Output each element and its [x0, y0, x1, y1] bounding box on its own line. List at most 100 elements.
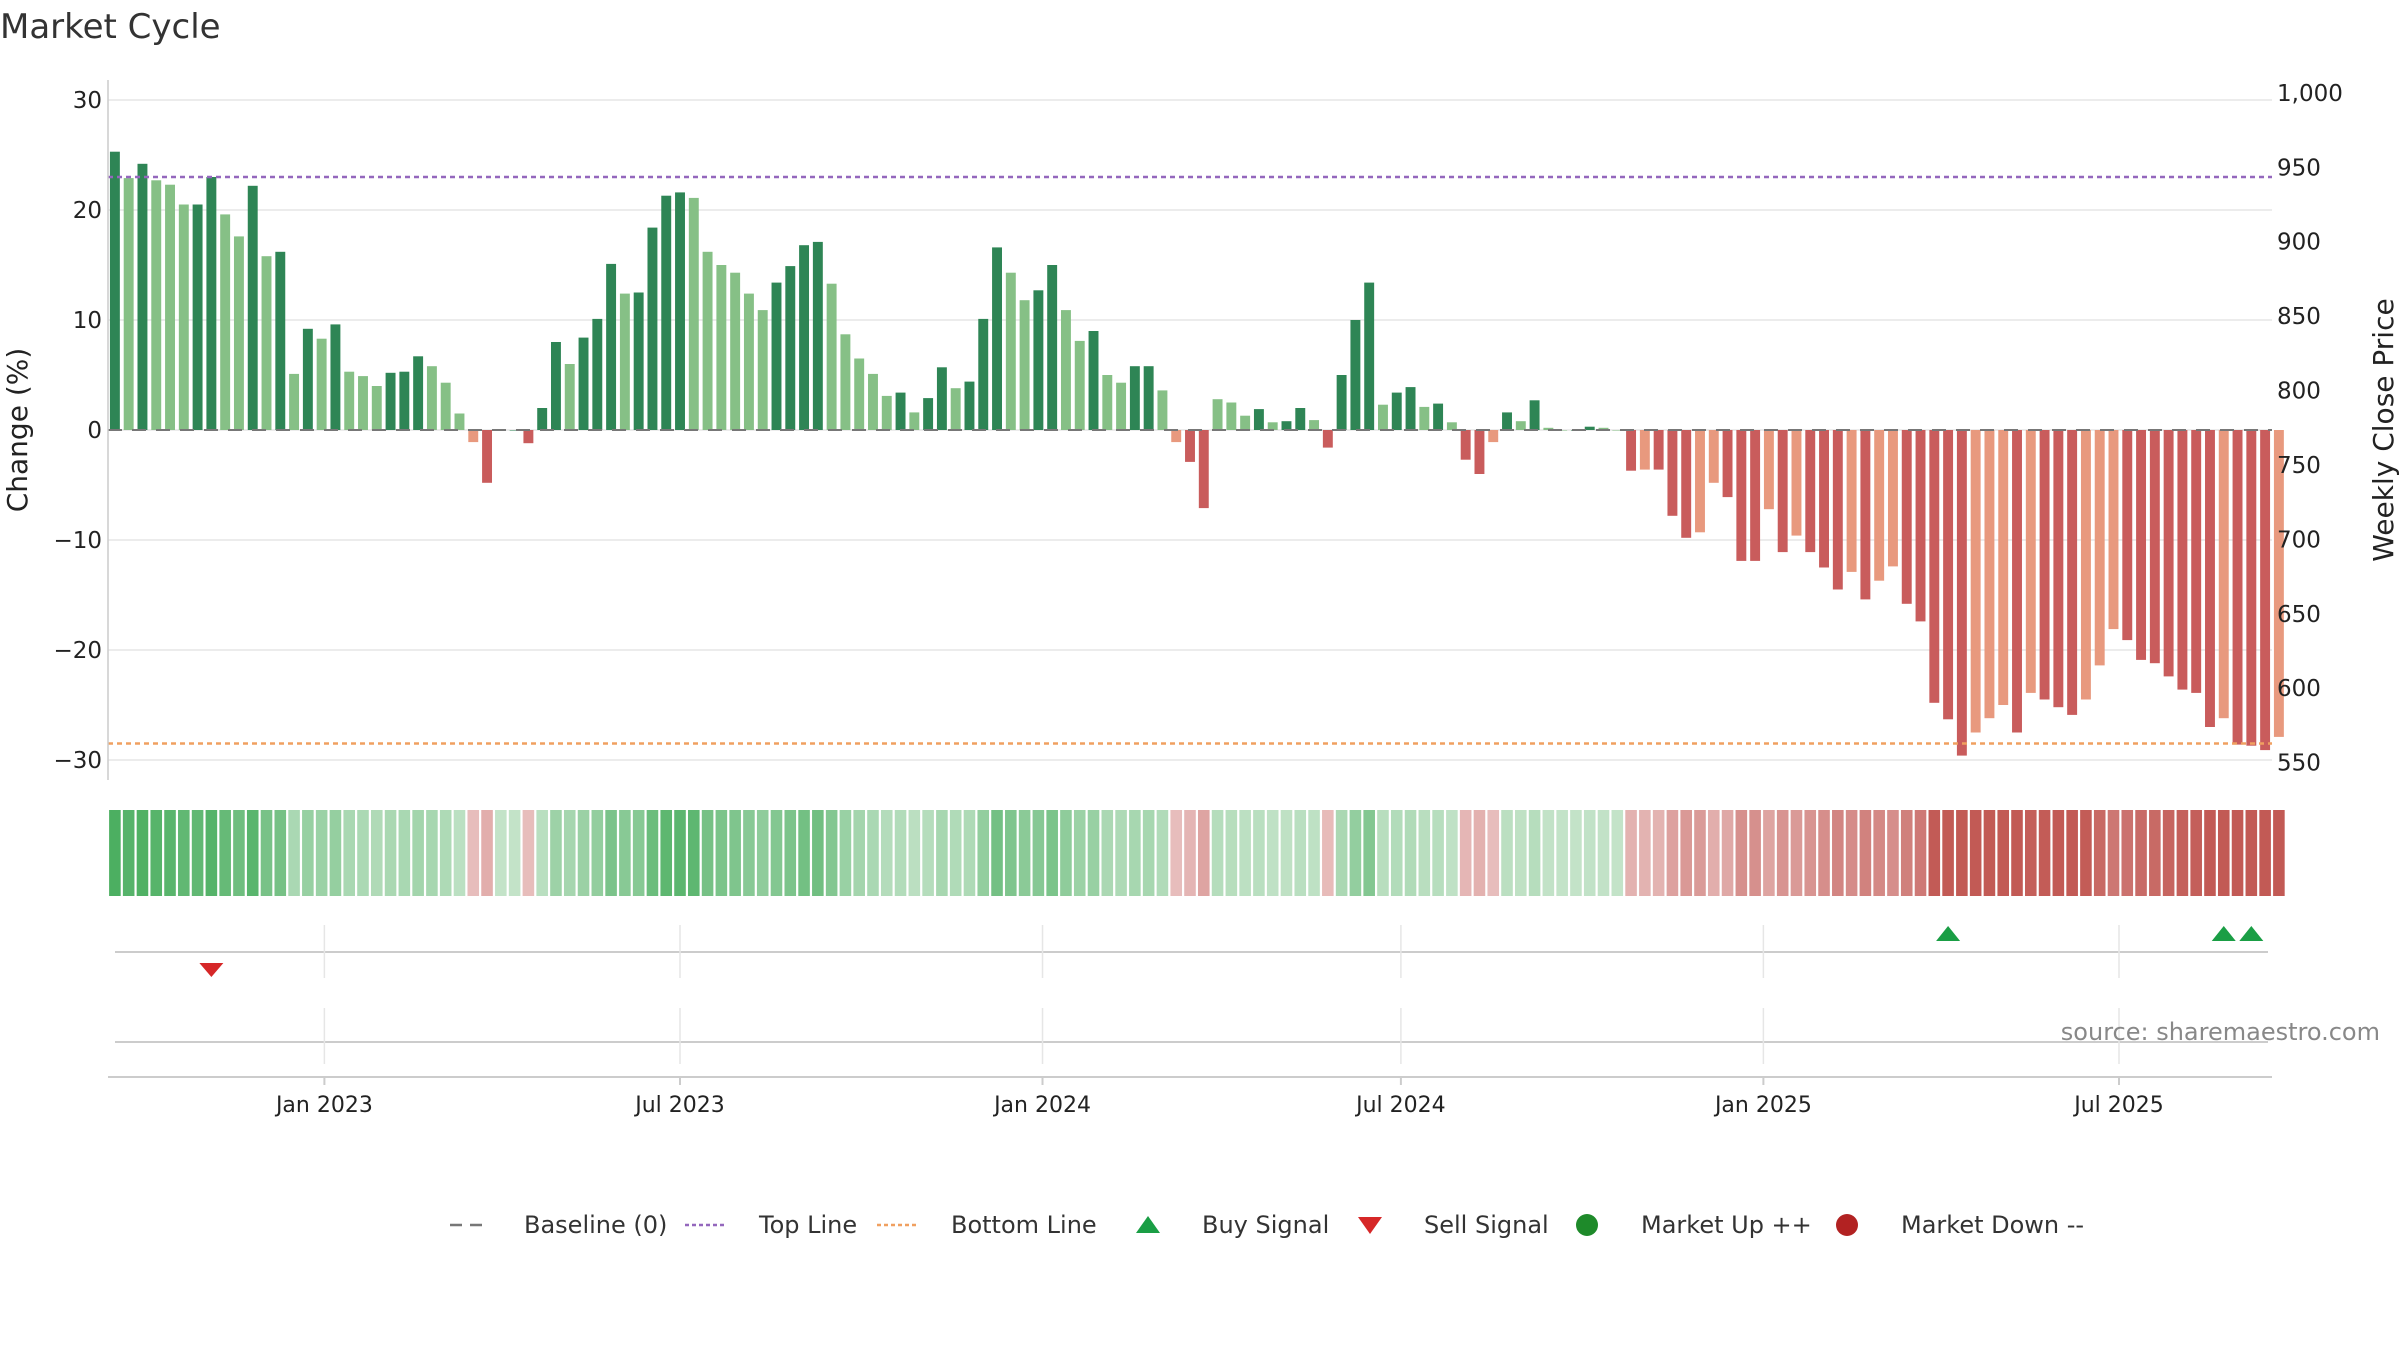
heat-cell — [122, 810, 135, 896]
bar-week — [1185, 430, 1195, 462]
bar-week — [1019, 300, 1030, 430]
bar-week — [675, 192, 685, 430]
y-right-tick-label: 700 — [2277, 527, 2321, 553]
bar-week — [1515, 421, 1526, 430]
legend-item: Baseline (0) — [450, 1211, 667, 1239]
heat-cell — [1018, 810, 1031, 896]
bar-week — [1419, 406, 1430, 430]
y-right-tick-label: 950 — [2277, 155, 2321, 181]
bar-week — [854, 358, 865, 430]
bar-week — [1956, 430, 1967, 756]
legend-item: Market Up ++ — [1576, 1211, 1812, 1239]
heat-cell — [370, 810, 383, 896]
bar-week — [1309, 420, 1320, 430]
heat-cell — [302, 810, 314, 896]
heat-cell — [1528, 810, 1541, 896]
heat-cell — [1501, 810, 1513, 896]
heat-cell — [729, 810, 741, 896]
bar-week — [2205, 430, 2215, 727]
heat-cell — [1749, 810, 1761, 896]
bar-week — [1750, 430, 1761, 561]
bar-week — [1763, 430, 1774, 510]
heat-cell — [1225, 810, 1238, 896]
bar-week — [2012, 430, 2022, 733]
heat-cell — [1211, 810, 1224, 896]
heat-cell — [2121, 810, 2134, 896]
bar-week — [1240, 415, 1251, 430]
heat-cell — [688, 810, 700, 896]
heat-cell — [1983, 810, 1996, 896]
y-left-tick-label: 30 — [73, 88, 102, 114]
bar-week — [1350, 320, 1361, 430]
heat-cell — [1818, 810, 1830, 896]
heat-cell — [784, 810, 797, 896]
x-tick-label: Jan 2025 — [1713, 1093, 1812, 1118]
heat-cell — [426, 810, 438, 896]
heat-cell — [1487, 810, 1500, 896]
bar-week — [868, 373, 878, 430]
heat-cell — [2052, 810, 2065, 896]
heat-cell — [1418, 810, 1431, 896]
heat-cell — [164, 810, 176, 896]
heat-cell — [770, 810, 783, 896]
reference-lines — [108, 175, 2272, 745]
heat-cell — [522, 810, 535, 896]
bar-week — [2177, 430, 2188, 690]
y-right-tick-label: 1,000 — [2277, 81, 2343, 107]
bar-week — [1653, 430, 1664, 470]
bar-week — [950, 388, 961, 430]
heat-cell — [825, 810, 838, 896]
heat-cell — [1170, 810, 1183, 896]
y-right-tick-label: 650 — [2277, 602, 2321, 628]
heat-cell — [1115, 810, 1127, 896]
heat-cell — [1763, 810, 1775, 896]
bar-week — [509, 430, 520, 431]
heat-cell — [481, 810, 493, 896]
bar-week — [1047, 265, 1058, 430]
bar-week — [1171, 430, 1182, 443]
bar-week — [468, 430, 479, 443]
bar-week — [123, 178, 134, 430]
heat-cell — [1060, 810, 1072, 896]
bar-week — [2108, 430, 2119, 630]
heat-cell — [894, 810, 907, 896]
legend-circle-icon — [1576, 1214, 1598, 1236]
bar-week — [895, 392, 906, 430]
heat-cell — [2231, 810, 2244, 896]
heat-cell — [1473, 810, 1486, 896]
heat-cell — [2011, 810, 2023, 896]
x-tick-label: Jan 2024 — [992, 1093, 1091, 1118]
heat-cell — [2149, 810, 2161, 896]
legend: Baseline (0) Top Line Bottom Line Buy Signa… — [450, 1211, 2084, 1239]
bar-week — [1681, 430, 1692, 538]
bar-week — [1226, 402, 1237, 430]
heat-cell — [1046, 810, 1058, 896]
bar-week — [992, 247, 1002, 430]
y-right-tick-label: 900 — [2277, 230, 2321, 256]
heat-cell — [743, 810, 755, 896]
bar-week — [1777, 430, 1788, 553]
bar-week — [1198, 430, 1209, 509]
bar-week — [1929, 430, 1940, 703]
heat-cell — [2217, 810, 2230, 896]
bar-week — [840, 334, 851, 430]
bar-week — [1598, 427, 1609, 430]
bar-week — [426, 366, 437, 430]
bar-week — [1488, 430, 1499, 443]
bar-week — [1970, 430, 1981, 733]
heat-cell — [205, 810, 218, 896]
heat-cell — [1680, 810, 1692, 896]
bar-week — [1584, 426, 1595, 430]
heat-cell — [853, 810, 865, 896]
heat-cell — [1515, 810, 1527, 896]
heat-cell — [1253, 810, 1265, 896]
y-left-tick-label: −20 — [53, 638, 102, 664]
bar-week — [440, 382, 451, 430]
heat-cell — [2080, 810, 2092, 896]
buy-signal-marker — [1936, 926, 1961, 941]
bar-week — [247, 185, 258, 430]
heat-cell — [1184, 810, 1196, 896]
bar-week — [564, 364, 575, 430]
heat-cell — [2135, 810, 2147, 896]
bar-week — [537, 408, 548, 430]
